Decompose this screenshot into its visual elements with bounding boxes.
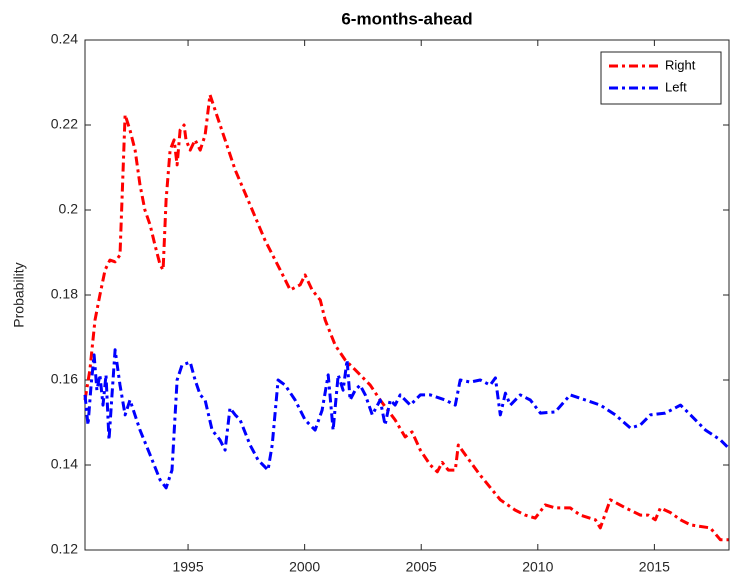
line-series <box>83 348 730 490</box>
y-tick-label: 0.14 <box>51 456 78 472</box>
legend-label: Right <box>665 57 696 72</box>
x-tick-label: 1995 <box>172 559 203 575</box>
y-tick-label: 0.18 <box>51 286 78 302</box>
y-tick-label: 0.22 <box>51 116 78 132</box>
plot-area <box>84 39 730 551</box>
line-series <box>83 93 729 542</box>
chart-title: 6-months-ahead <box>341 9 472 28</box>
y-tick-label: 0.16 <box>51 371 78 387</box>
x-tick-label: 2005 <box>406 559 437 575</box>
legend-label: Left <box>665 79 687 94</box>
y-tick-label: 0.24 <box>51 31 78 47</box>
y-tick-label: 0.2 <box>59 201 79 217</box>
y-tick-label: 0.12 <box>51 541 78 557</box>
x-tick-label: 2000 <box>289 559 320 575</box>
x-tick-label: 2015 <box>639 559 670 575</box>
y-axis-label: Probability <box>11 262 27 327</box>
legend-box <box>600 51 722 105</box>
x-tick-label: 2010 <box>522 559 553 575</box>
